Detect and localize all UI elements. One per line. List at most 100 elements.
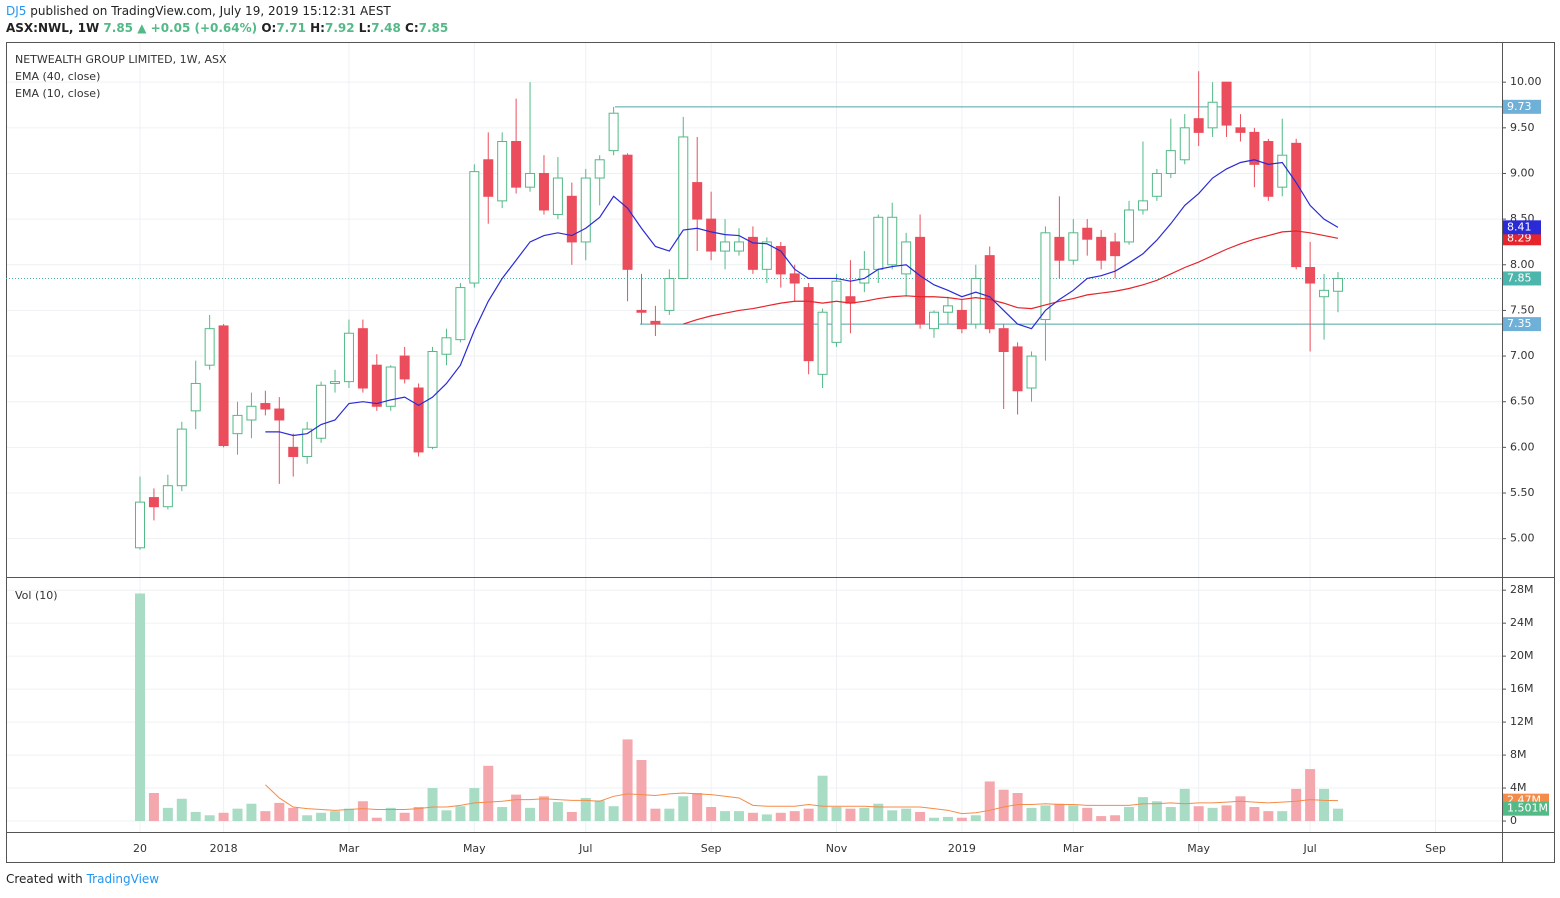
x-tick-label: Mar [339, 842, 360, 855]
candle-body [1332, 277, 1343, 292]
volume-bar [274, 802, 285, 822]
candle-body [650, 320, 661, 325]
candle-body [343, 332, 354, 383]
candle-body [1026, 355, 1037, 389]
candle-body [915, 236, 926, 325]
volume-bar [246, 803, 257, 822]
volume-bar [761, 814, 772, 822]
x-tick-label: May [1187, 842, 1210, 855]
x-tick-label: Jul [1302, 842, 1316, 855]
y-tick-label: 10.00 [1510, 75, 1542, 88]
candle-body [552, 177, 563, 216]
candle-body [176, 428, 187, 487]
volume-bar [316, 812, 327, 822]
volume-bar [441, 810, 452, 822]
volume-bar [859, 807, 870, 822]
candle-body [887, 216, 898, 266]
volume-bar [1207, 807, 1218, 822]
candle-body [204, 328, 215, 366]
volume-bar [817, 775, 828, 822]
volume-bar [692, 793, 703, 822]
candle-body [441, 337, 452, 355]
volume-bar [998, 789, 1009, 822]
y-tick-label: 12M [1510, 715, 1534, 728]
volume-bar [385, 807, 396, 822]
ohlc-value: 7.48 [371, 21, 401, 35]
volume-bar [929, 817, 940, 822]
volume-label: 1.501M [1507, 802, 1548, 815]
candle-body [775, 246, 786, 275]
volume-bar [148, 793, 159, 822]
volume-bar [176, 798, 187, 822]
candle-body [1221, 81, 1232, 126]
candle-body [803, 287, 814, 362]
candle-body [622, 154, 633, 270]
volume-bar [1082, 807, 1093, 822]
candle-body [608, 112, 619, 152]
hline-label: 7.35 [1507, 317, 1532, 330]
footer: Created with TradingView [6, 872, 159, 886]
candle-body [399, 355, 410, 380]
volume-bar [1221, 805, 1232, 822]
hline-label-bg [1503, 99, 1541, 114]
volume-bar [1332, 808, 1343, 822]
volume-bar [1137, 797, 1148, 822]
x-tick-label: 2018 [210, 842, 238, 855]
y-tick-label: 8.00 [1510, 258, 1535, 271]
volume-bar [190, 811, 201, 822]
candle-body [1110, 241, 1121, 257]
candle-body [1207, 101, 1218, 129]
ohlc-label: O: [261, 21, 277, 35]
candle-body [525, 172, 536, 188]
hline-label-bg [1503, 317, 1541, 332]
ema-last-label: 8.41 [1507, 220, 1532, 233]
volume-bar [1235, 796, 1246, 822]
y-tick-label: 9.00 [1510, 166, 1535, 179]
candle-body [246, 405, 257, 421]
x-tick-label: Jul [578, 842, 592, 855]
x-tick-label: Nov [826, 842, 848, 855]
volume-bar [915, 811, 926, 822]
candle-body [316, 384, 327, 439]
candle-body [1082, 227, 1093, 240]
candle-body [1165, 150, 1176, 174]
candle-body [720, 241, 731, 252]
header-line: DJ5 published on TradingView.com, July 1… [6, 4, 391, 18]
candle-body [1151, 172, 1162, 197]
volume-bar [984, 781, 995, 822]
brand[interactable]: TradingView [86, 872, 160, 886]
candle-body [831, 280, 842, 343]
volume-bar [845, 808, 856, 822]
ohlc: O:7.71 H:7.92 L:7.48 C:7.85 [261, 21, 448, 35]
candle-body [566, 195, 577, 243]
candle-body [1054, 236, 1065, 261]
candle-body [497, 141, 508, 202]
arrow: ▲ [137, 21, 147, 35]
volume-bar [594, 800, 605, 822]
candle-body [1319, 289, 1330, 298]
author[interactable]: DJ5 [6, 4, 27, 18]
volume-bar [302, 815, 313, 822]
candle-body [1305, 267, 1316, 284]
volume-bar [511, 794, 522, 822]
y-tick-label: 7.00 [1510, 349, 1535, 362]
volume-bar [775, 812, 786, 822]
volume-bar [664, 808, 675, 822]
hline-label: 9.73 [1507, 100, 1532, 113]
candle-body [455, 287, 466, 341]
volume-bar [218, 812, 229, 822]
volume-bar [1179, 788, 1190, 822]
volume-label-bg [1503, 801, 1549, 816]
ema-last-label-bg [1503, 220, 1541, 235]
x-tick-label: 2019 [948, 842, 976, 855]
header-symbol-line: ASX:NWL, 1W 7.85 ▲ +0.05 (+0.64%) O:7.71… [6, 21, 448, 35]
candle-body [274, 408, 285, 421]
candle-body [218, 325, 229, 447]
candle-body [984, 255, 995, 330]
volume-bar [455, 806, 466, 822]
volume-bar [525, 807, 536, 822]
candle-body [1235, 127, 1246, 133]
ohlc-label: H: [310, 21, 325, 35]
volume-bar [1151, 801, 1162, 822]
